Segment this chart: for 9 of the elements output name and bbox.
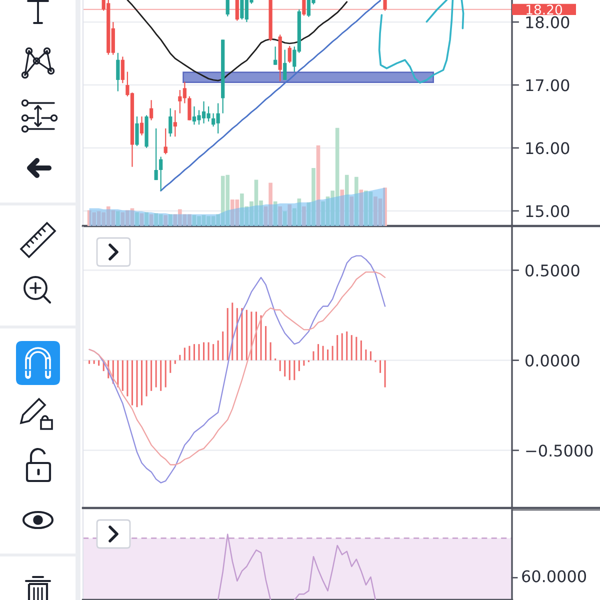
y-tick-label: 0.5000 xyxy=(526,264,580,277)
y-tick-label: 15.00 xyxy=(526,205,570,218)
y-tick-label: −0.5000 xyxy=(526,444,593,457)
text: 60.0000 xyxy=(522,570,586,582)
y-tick-label: 16.00 xyxy=(526,142,570,154)
y-tick-label: 18.00 xyxy=(526,16,570,28)
ref-line-label: 18.20 xyxy=(526,4,562,15)
y-tick-label: 0.0000 xyxy=(526,354,580,367)
y-tick-label: 17.00 xyxy=(526,79,570,92)
